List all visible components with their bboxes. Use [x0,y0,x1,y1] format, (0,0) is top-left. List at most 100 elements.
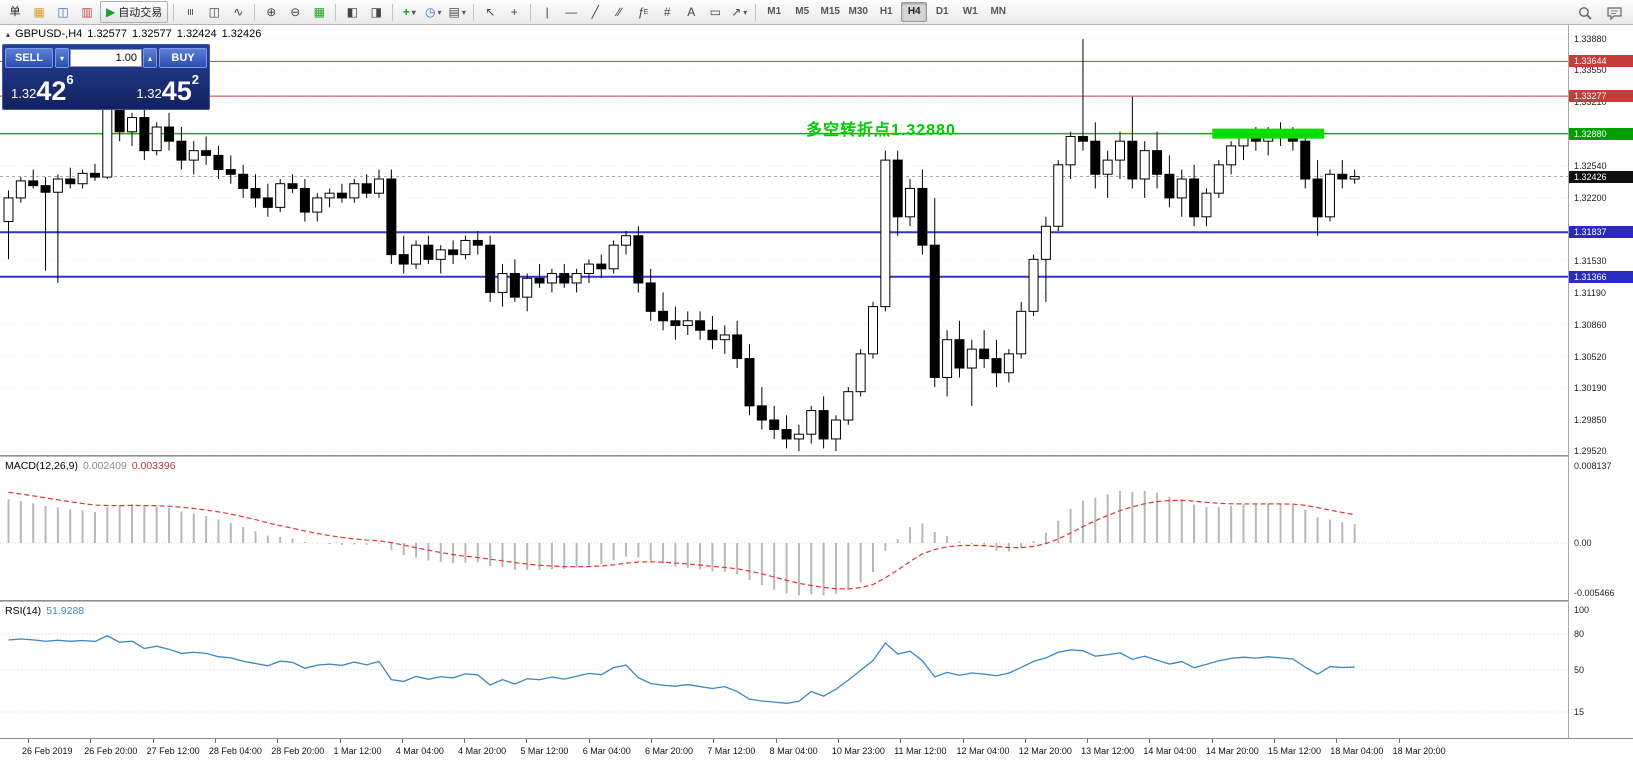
community-chat-icon[interactable] [1604,2,1626,24]
macd-main-value: 0.002409 [82,460,127,472]
periods-button[interactable]: ◷ ▾ [424,5,442,19]
time-label: 26 Feb 2019 [22,746,73,756]
toolbar-right [1573,2,1627,24]
timeframe-d1-button[interactable]: D1 [935,6,949,17]
axis-price-label: 1.30520 [1574,351,1607,362]
line-chart-icon[interactable]: ∿ [233,5,244,19]
pane-splitter[interactable] [0,455,1633,457]
candlestick-chart[interactable] [0,24,1569,455]
buy-price-prefix: 1.32 [136,86,162,101]
volume-decrease-button[interactable]: ▾ [55,48,69,68]
timeframe-m15-button[interactable]: M15 [820,6,840,17]
macd-scale-top: 0.008137 [1574,461,1612,471]
zoom-in-icon[interactable]: ⊕ [266,5,277,19]
dropdown-arrow-icon[interactable]: ▾ [461,7,466,17]
axis-price-label: 1.32540 [1574,160,1607,171]
time-label: 10 Mar 23:00 [831,746,885,756]
new-order-text-icon[interactable]: 单 [9,6,21,18]
charts-icon[interactable]: ▦ [33,5,45,19]
buy-button[interactable]: BUY [159,48,207,68]
time-label: 4 Mar 04:00 [395,746,444,756]
sell-price-display[interactable]: 1.32 42 6 [5,71,103,107]
zoom-out-icon[interactable]: ⊖ [290,5,301,19]
current-bid-badge: 1.32426 [1569,170,1633,183]
buy-price-big-digits: 45 [161,76,192,106]
market-watch-icon[interactable]: ▥ [81,5,93,19]
macd-indicator-pane[interactable]: MACD(12,26,9) 0.002409 0.003396 [0,457,1569,600]
time-label: 28 Feb 04:00 [208,746,262,756]
time-label: 1 Mar 12:00 [333,746,382,756]
arrows-button[interactable]: ↗ ▾ [731,5,748,19]
templates-button[interactable]: ▤ ▾ [448,5,466,19]
time-label: 13 Mar 12:00 [1081,746,1135,756]
crosshair-icon[interactable]: + [510,5,518,19]
new-order-button[interactable]: + ▾ [402,5,416,19]
timeframe-m30-button[interactable]: M30 [848,6,868,17]
pivot-annotation-text[interactable]: 多空转折点1.32880 [806,122,956,139]
rsi-chart[interactable] [0,602,1569,738]
time-label: 18 Mar 20:00 [1392,746,1446,756]
vertical-line-icon[interactable]: | [545,5,549,19]
pane-splitter[interactable] [0,600,1633,602]
horizontal-line-icon[interactable]: — [565,5,578,19]
search-icon[interactable] [1574,2,1596,24]
rsi-indicator-pane[interactable]: RSI(14) 51.9288 [0,602,1569,738]
dropdown-arrow-icon[interactable]: ▾ [411,7,416,17]
time-tick [1211,739,1213,743]
rsi-scale-label: 100 [1574,605,1590,615]
axis-price-label: 1.32200 [1574,192,1607,203]
dropdown-arrow-icon[interactable]: ▾ [437,7,442,17]
time-label: 18 Mar 04:00 [1330,746,1384,756]
timeframe-mn-button[interactable]: MN [990,6,1007,17]
candlestick-chart-icon[interactable]: ◫ [208,5,220,19]
timeframe-h4-button[interactable]: H4 [901,2,928,22]
sell-price-big-digits: 42 [36,76,67,106]
buy-price-display[interactable]: 1.32 45 2 [103,71,207,107]
autotrading-button[interactable]: ▶ 自动交易 [100,1,169,23]
trade-panel-prices: 1.32 42 6 1.32 45 2 [5,71,207,107]
timeframe-m5-button[interactable]: M5 [795,6,810,17]
chart-shift-icon[interactable]: ◨ [370,5,382,19]
toolbar: 单 ▦ ◫ ▥ ▶ 自动交易 ≡ ◫ ∿ ⊕ ⊖ ▦ ◧ ◨ + ▾ ◷ ▾ ▤ ▾ ↖ + | — ╱ ∕∕ ƒ E # A ▭ ↗ ▾ M1… [0,0,1633,25]
dropdown-arrow-icon[interactable]: ▾ [743,7,748,17]
price-level-badge: 1.33644 [1569,55,1633,68]
time-tick [1024,739,1026,743]
rsi-label: RSI(14) [5,605,42,617]
price-axis[interactable]: 1.33880 1.33550 1.33210 1.32880 1.32540 1.322… [1568,24,1633,738]
ohlc-toggle-icon[interactable]: ▴ [6,30,11,39]
equidistant-channel-icon[interactable]: ∕∕ [617,5,622,19]
time-tick [401,739,403,743]
axis-price-label: 1.29520 [1574,446,1607,457]
axis-price-label: 1.30860 [1574,319,1607,330]
text-label-icon[interactable]: ▭ [709,5,721,19]
trendline-icon[interactable]: ╱ [591,5,599,19]
timeframe-w1-button[interactable]: W1 [962,6,978,17]
sell-button[interactable]: SELL [5,48,53,68]
time-label: 11 Mar 12:00 [894,746,947,756]
time-tick [152,739,154,743]
time-tick [277,739,279,743]
volume-increase-button[interactable]: ▴ [143,48,157,68]
cursor-icon[interactable]: ↖ [485,5,496,19]
time-label: 4 Mar 20:00 [458,746,507,756]
time-label: 12 Mar 20:00 [1018,746,1072,756]
bar-chart-icon[interactable]: ≡ [183,8,198,16]
time-axis[interactable]: 26 Feb 2019 26 Feb 20:00 27 Feb 12:00 28 Fe… [0,738,1633,765]
time-tick [775,739,777,743]
text-icon[interactable]: A [687,5,696,19]
macd-chart[interactable] [0,457,1569,600]
timeframe-h1-button[interactable]: H1 [879,6,893,17]
profiles-icon[interactable]: ◫ [57,5,69,19]
macd-signal-value: 0.003396 [131,460,176,472]
sell-price-pip: 6 [66,72,74,87]
price-chart-pane[interactable]: ▴ GBPUSD-,H4 1.32577 1.32577 1.32424 1.32426 … [0,24,1569,455]
gann-grid-icon[interactable]: # [663,5,671,19]
volume-input[interactable] [70,49,142,67]
tile-windows-icon[interactable]: ▦ [313,5,325,19]
timeframe-m1-button[interactable]: M1 [767,6,782,17]
time-tick [962,739,964,743]
auto-scroll-icon[interactable]: ◧ [346,5,358,19]
time-label: 15 Mar 12:00 [1268,746,1322,756]
